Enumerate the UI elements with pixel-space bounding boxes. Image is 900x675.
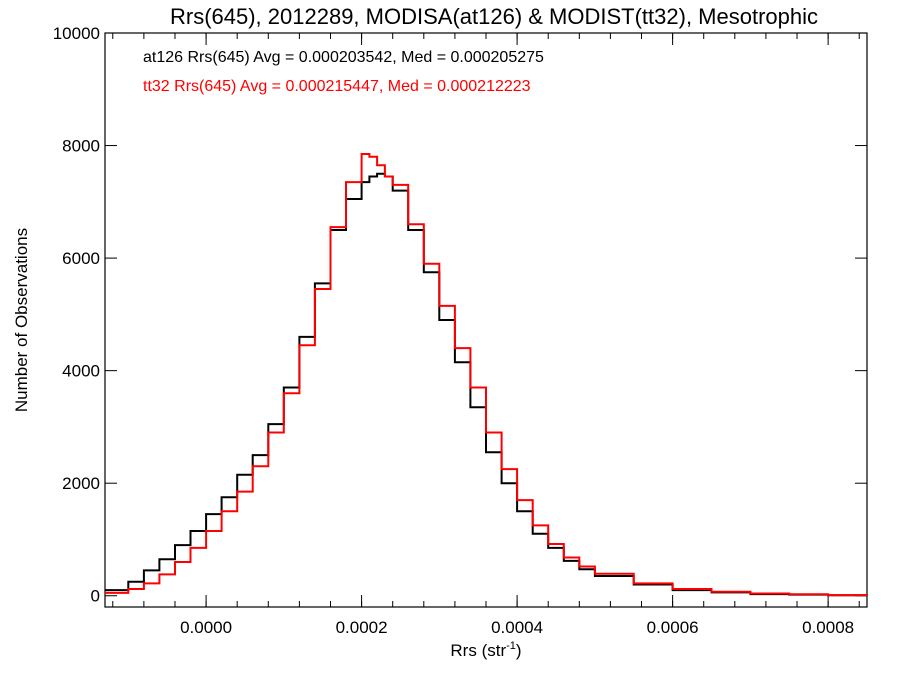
- y-tick-label: 4000: [62, 362, 100, 381]
- series-line-0: [105, 172, 868, 597]
- x-tick-label: 0.0006: [647, 618, 699, 637]
- y-axis: 0 2000 4000 6000 8000 10000: [53, 24, 867, 606]
- y-tick-label: 0: [91, 587, 100, 606]
- y-tick-label: 8000: [62, 137, 100, 156]
- y-axis-label: Number of Observations: [12, 228, 31, 412]
- chart-title: Rrs(645), 2012289, MODISA(at126) & MODIS…: [170, 4, 818, 29]
- x-axis: 0.0000 0.0002 0.0004 0.0006 0.0008: [112, 33, 860, 637]
- y-tick-label: 2000: [62, 474, 100, 493]
- x-axis-label-main: Rrs (str: [450, 641, 506, 660]
- plot-frame: [104, 32, 868, 608]
- x-axis-label-sup: -1: [506, 640, 516, 652]
- x-tick-label: 0.0008: [802, 618, 854, 637]
- x-tick-label: 0.0000: [180, 618, 232, 637]
- y-tick-label: 6000: [62, 249, 100, 268]
- series-layer: [105, 153, 868, 597]
- x-axis-label: Rrs (str-1): [450, 640, 521, 660]
- annotation-tt32: tt32 Rrs(645) Avg = 0.000215447, Med = 0…: [143, 78, 531, 95]
- x-tick-label: 0.0004: [491, 618, 543, 637]
- x-tick-label: 0.0002: [336, 618, 388, 637]
- y-tick-label: 10000: [53, 24, 100, 43]
- series-line-1: [105, 153, 868, 597]
- annotation-at126: at126 Rrs(645) Avg = 0.000203542, Med = …: [143, 49, 544, 66]
- x-axis-label-end: ): [516, 641, 522, 660]
